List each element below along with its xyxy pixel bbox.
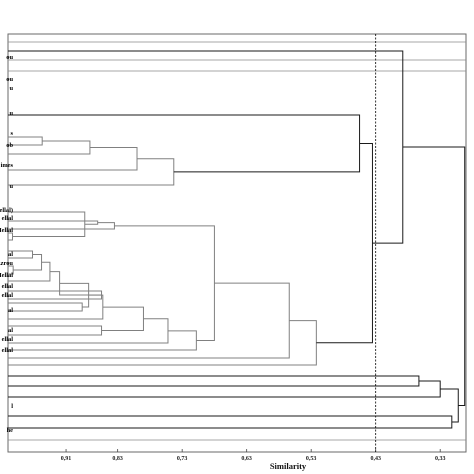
leaf-label: e Mellal [0,227,13,234]
leaf-label: ob [6,142,13,149]
x-axis-tick-labels: 0,91 0,83 0,73 0,63 0,53 0,43 0,33 [61,456,446,462]
dendrogram-branch [8,232,14,241]
dendrogram-branch [8,220,99,225]
leaf-label: ellal [2,215,14,222]
dendrogram-branch [8,158,175,186]
plot-frame [7,33,467,453]
leaf-label: s [11,130,14,137]
x-tick-label: 0,73 [177,456,188,462]
leaf-label: al [8,307,13,314]
dendrogram-branch [8,147,138,171]
leaf-label: al [8,251,13,258]
leaf-label: he [7,427,14,434]
leaf-label: Mellal [0,272,13,279]
dendrogram-branch [8,318,169,344]
x-axis-title: Similarity [270,461,307,471]
dendrogram-branch [8,375,420,387]
x-tick-label: 0,91 [61,456,72,462]
leaf-label: al [8,327,13,334]
leaf-label: l [11,403,13,410]
leaf-label: u [9,85,13,92]
dendrogram-branch [8,380,441,398]
dendrogram-branch [8,114,361,173]
x-tick-label: 0,83 [112,456,123,462]
leaf-label: u [9,110,13,117]
dendrogram-branch [8,261,51,282]
dendrogram-branch [8,50,404,244]
dendrogram-branch [8,140,91,155]
plot-border [7,33,467,453]
dendrogram-branch [49,271,102,296]
leaf-label: ou [6,54,13,61]
leaf-label: u [9,183,13,190]
leaf-label: Azrou [0,260,13,267]
leaf-label: ou [6,76,13,83]
x-tick-label: 0,43 [370,456,381,462]
dendrogram-branch [316,142,373,344]
dendrogram-branch [8,415,453,429]
leaf-label: ellal [2,347,14,354]
dendrogram-branch [8,222,115,230]
leaf-label: Mellal) [0,207,13,214]
leaf-label: ellal [2,336,14,343]
x-tick-label: 0,53 [306,456,317,462]
dendrogram-branch [8,211,86,237]
dendrogram-branch [440,388,459,423]
dendrogram-branches [8,50,466,429]
dendrogram-branch [8,136,43,146]
dendrogram-branch [8,302,83,312]
x-tick-label: 0,33 [435,456,446,462]
leaf-label: imes [1,162,14,169]
dendrogram-root-branch [402,146,466,406]
dendrogram-branch [59,282,90,308]
leaf-label: ellal [2,292,14,299]
dendrogram-branch [8,282,290,359]
leaf-label: ellal [2,283,14,290]
dendrogram-branch [8,294,104,320]
dendrogram-branch [114,225,215,341]
dendrogram-branch [13,254,43,271]
dendrogram-branch [101,306,144,331]
dendrogram-branch [8,325,103,336]
x-tick-label: 0,63 [241,456,252,462]
